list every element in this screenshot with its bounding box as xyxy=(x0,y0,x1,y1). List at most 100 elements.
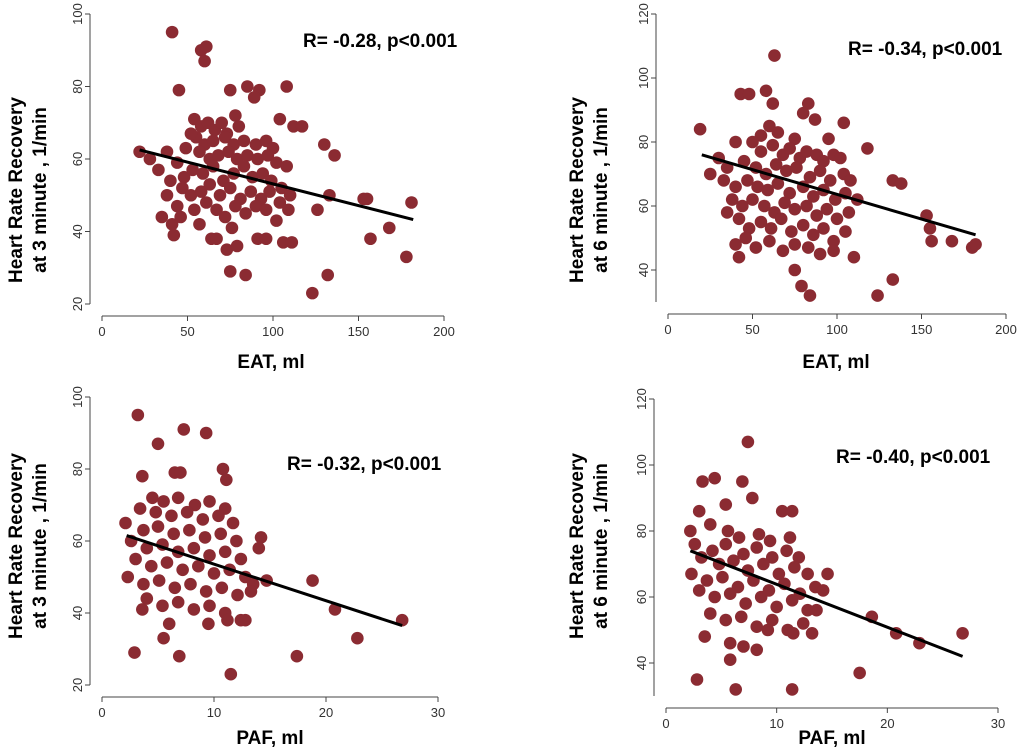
data-point xyxy=(871,289,884,302)
data-point xyxy=(259,232,273,246)
data-point xyxy=(792,551,806,564)
data-point xyxy=(207,567,221,580)
y-tick-label: 120 xyxy=(634,388,649,410)
data-point xyxy=(720,206,734,219)
data-point xyxy=(196,167,210,180)
data-point xyxy=(295,120,309,133)
data-point xyxy=(270,214,283,227)
data-point xyxy=(775,504,789,518)
data-point xyxy=(203,495,216,508)
y-axis-label-line1: Heart Rate Recovery xyxy=(6,453,27,639)
data-point xyxy=(723,587,737,600)
data-point xyxy=(176,563,189,577)
data-point xyxy=(723,636,737,650)
data-point xyxy=(177,423,191,436)
data-point xyxy=(829,193,842,206)
x-tick-label: 10 xyxy=(769,716,783,731)
data-point xyxy=(186,163,199,177)
data-point xyxy=(218,210,232,224)
data-point xyxy=(247,91,261,104)
data-point xyxy=(692,584,706,597)
data-point xyxy=(144,559,158,573)
y-tick-label: 60 xyxy=(70,534,85,548)
data-point xyxy=(164,174,177,188)
data-point xyxy=(155,210,169,224)
data-point xyxy=(732,250,746,264)
data-point xyxy=(945,234,959,248)
data-point xyxy=(140,541,154,555)
data-point xyxy=(136,603,149,616)
data-point xyxy=(810,209,824,222)
data-point xyxy=(193,145,206,159)
data-point xyxy=(752,528,766,541)
data-point xyxy=(808,113,822,126)
data-point xyxy=(226,516,240,530)
data-point xyxy=(817,154,830,168)
data-point xyxy=(766,138,780,152)
y-axis-label-line2: at 3 minute , 1/min xyxy=(30,107,51,273)
data-point xyxy=(771,177,785,190)
data-point xyxy=(351,631,364,645)
panel-top-right: Heart Rate Recovery at 6 minute , 1/min … xyxy=(567,3,1017,373)
data-point xyxy=(684,524,697,538)
x-tick-label: 200 xyxy=(995,322,1017,337)
data-point xyxy=(894,177,908,190)
data-point xyxy=(801,567,814,581)
data-point xyxy=(157,495,170,508)
y-tick-label: 60 xyxy=(634,590,649,604)
data-point xyxy=(198,54,211,68)
data-point xyxy=(725,193,739,206)
data-point xyxy=(210,232,223,246)
y-tick-label: 100 xyxy=(70,3,85,25)
data-point xyxy=(847,250,861,264)
panel-bottom-left: Heart Rate Recovery at 3 minute , 1/min … xyxy=(6,386,445,749)
x-tick-label: 0 xyxy=(662,716,669,731)
data-point xyxy=(184,127,198,140)
data-point xyxy=(839,225,852,238)
data-point xyxy=(215,116,228,130)
data-point xyxy=(223,265,237,278)
x-tick-label: 0 xyxy=(98,705,105,720)
data-point xyxy=(224,667,238,681)
x-tick-label: 200 xyxy=(433,324,455,339)
data-point xyxy=(283,188,297,202)
data-point xyxy=(149,505,163,519)
data-point xyxy=(194,185,208,198)
data-point xyxy=(785,683,799,696)
data-point xyxy=(230,534,243,548)
x-tick-label: 100 xyxy=(262,324,284,339)
data-point xyxy=(192,559,205,573)
data-point xyxy=(817,222,830,235)
data-point xyxy=(198,531,212,544)
y-tick-label: 80 xyxy=(70,462,85,476)
data-point xyxy=(750,620,764,633)
data-point xyxy=(184,577,197,591)
data-point xyxy=(827,234,840,248)
data-point xyxy=(241,149,254,162)
data-point xyxy=(162,617,176,631)
data-point xyxy=(203,178,217,191)
data-point xyxy=(229,199,242,213)
data-point xyxy=(729,180,742,194)
data-point xyxy=(719,613,733,627)
data-point xyxy=(800,199,813,213)
data-point xyxy=(737,640,750,653)
data-point xyxy=(239,268,252,282)
data-point xyxy=(723,653,737,666)
data-point xyxy=(230,239,244,253)
regression-line xyxy=(139,148,414,221)
data-point xyxy=(405,196,418,209)
x-tick-label: 150 xyxy=(911,322,933,337)
data-point xyxy=(160,556,174,569)
data-point xyxy=(820,202,834,216)
data-point xyxy=(696,475,709,488)
regression-line xyxy=(689,549,964,658)
y-tick-label: 120 xyxy=(636,3,651,25)
data-point xyxy=(703,607,717,620)
data-point xyxy=(229,109,242,122)
data-point xyxy=(157,631,170,645)
data-point xyxy=(270,156,283,169)
data-point xyxy=(215,581,229,595)
data-point xyxy=(218,130,232,144)
data-point xyxy=(151,520,165,533)
